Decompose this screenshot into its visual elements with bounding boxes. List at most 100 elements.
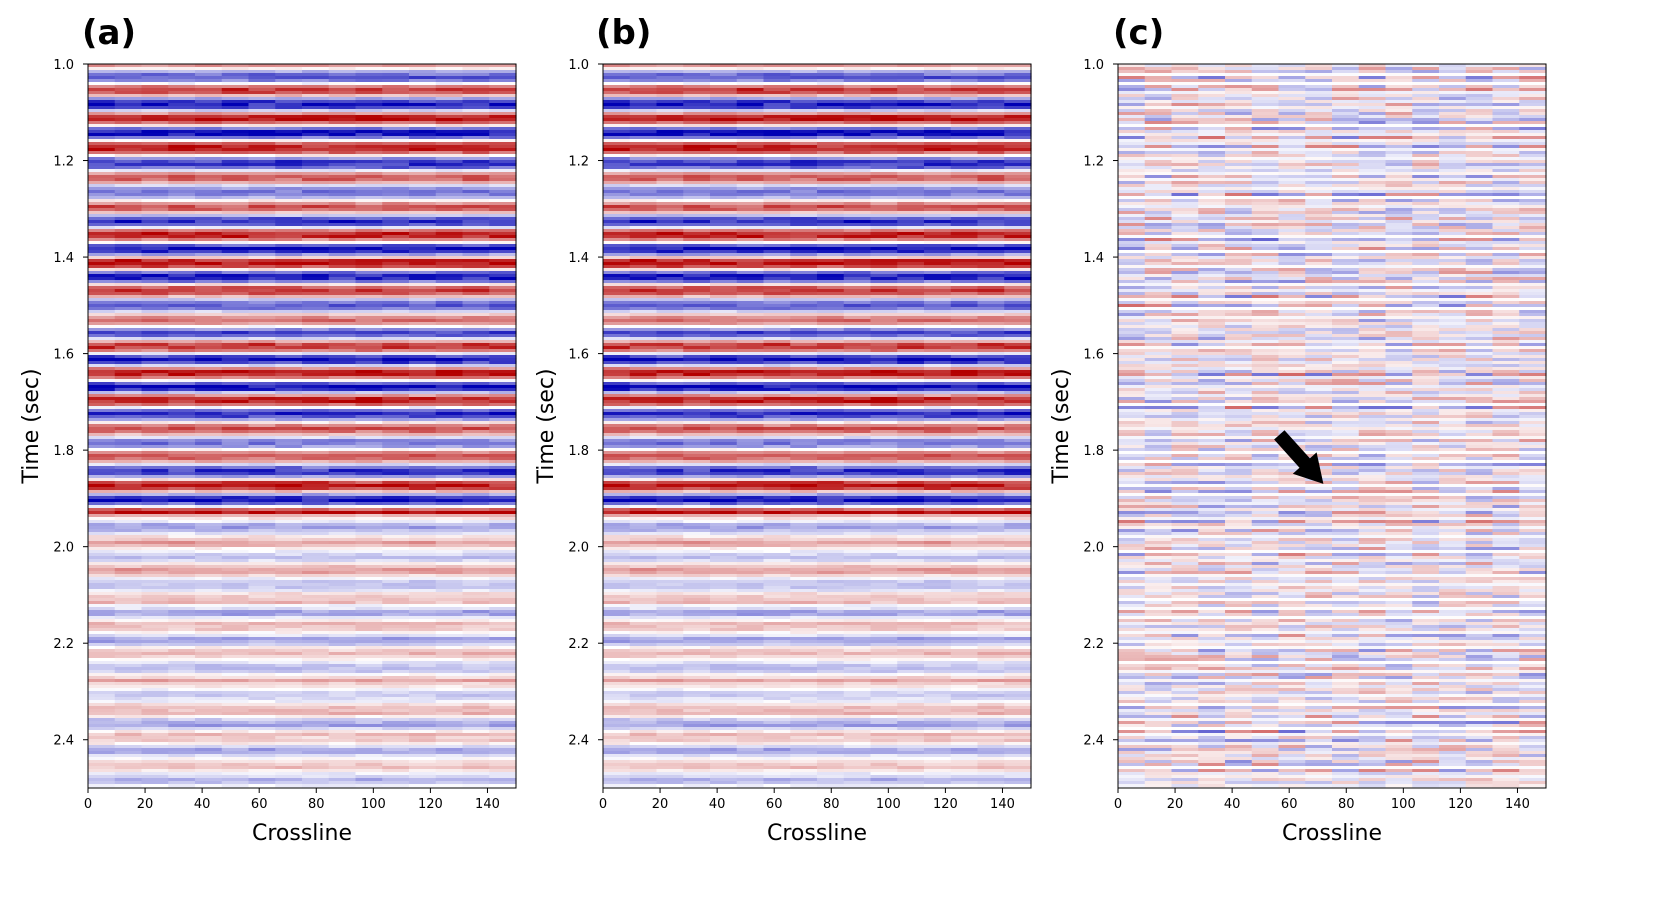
heatmap-cell [275,406,303,410]
heatmap-cell [168,370,196,374]
heatmap-cell [302,220,330,224]
heatmap-cell [790,109,818,113]
heatmap-cell [221,301,250,305]
heatmap-cell [435,196,464,200]
heatmap-cell [141,610,169,614]
heatmap-cell [248,451,276,455]
heatmap-cell [603,166,631,170]
heatmap-cell [221,616,250,620]
heatmap-cell [88,739,116,743]
heatmap-cell [114,562,143,566]
heatmap-cell [710,244,738,248]
heatmap-cell [195,373,223,377]
heatmap-cell [382,154,410,158]
heatmap-cell [248,631,276,635]
heatmap-cell [141,136,169,140]
heatmap-cell [141,589,169,593]
heatmap-cell [195,451,223,455]
heatmap-cell [221,484,250,488]
heatmap-cell [275,487,303,491]
heatmap-cell [897,175,925,179]
heatmap-cell [817,160,845,164]
heatmap-cell [328,466,357,470]
heatmap-cell [382,535,410,539]
heatmap-cell [141,619,169,623]
heatmap-cell [114,511,143,515]
heatmap-cell [302,94,330,98]
heatmap-cell [328,148,357,152]
heatmap-cell [382,208,410,212]
heatmap-cell [435,109,464,113]
heatmap-cell [435,157,464,161]
heatmap-cell [248,286,276,290]
heatmap-cell [141,535,169,539]
heatmap-cell [489,637,517,641]
heatmap-cell [221,304,250,308]
heatmap-cell [248,316,276,320]
heatmap-cell [462,535,490,539]
heatmap-cell [221,631,250,635]
heatmap-cell [302,622,330,626]
heatmap-cell [195,442,223,446]
heatmap-cell [88,643,116,647]
heatmap-cell [168,229,196,233]
heatmap-cell [88,556,116,560]
heatmap-cell [897,199,925,203]
heatmap-cell [924,94,952,98]
heatmap-cell [409,622,437,626]
heatmap-cell [195,454,223,458]
heatmap-cell [195,550,223,554]
heatmap-cell [1004,82,1032,86]
heatmap-cell [736,214,765,218]
heatmap-cell [489,556,517,560]
heatmap-cell [656,91,684,95]
heatmap-cell [977,199,1005,203]
heatmap-cell [409,760,437,764]
heatmap-cell [977,214,1005,218]
heatmap-cell [790,112,818,116]
heatmap-cell [736,217,765,221]
heatmap-cell [328,253,357,257]
heatmap-cell [462,337,490,341]
heatmap-cell [355,340,383,344]
heatmap-cell [1004,160,1032,164]
heatmap-cell [950,205,979,209]
heatmap-cell [168,130,196,134]
heatmap-cell [409,280,437,284]
heatmap-cell [382,727,410,731]
heatmap-cell [141,721,169,725]
heatmap-cell [897,205,925,209]
heatmap-cell [275,358,303,362]
heatmap-cell [629,73,658,77]
heatmap-cell [462,223,490,227]
heatmap-cell [141,328,169,332]
heatmap-cell [435,748,464,752]
heatmap-cell [195,262,223,266]
heatmap-cell [141,301,169,305]
heatmap-cell [168,454,196,458]
heatmap-cell [1004,145,1032,149]
heatmap-cell [168,475,196,479]
heatmap-cell [275,310,303,314]
heatmap-cell [489,259,517,263]
heatmap-cell [603,202,631,206]
heatmap-cell [817,124,845,128]
heatmap-cell [275,694,303,698]
heatmap-cell [817,169,845,173]
heatmap-cell [435,769,464,773]
heatmap-cell [656,244,684,248]
heatmap-cell [355,223,383,227]
heatmap-cell [328,241,357,245]
heatmap-cell [141,592,169,596]
heatmap-cell [88,70,116,74]
heatmap-cell [275,199,303,203]
heatmap-cell [221,619,250,623]
heatmap-cell [489,355,517,359]
heatmap-cell [763,211,791,215]
heatmap-cell [195,718,223,722]
heatmap-cell [489,436,517,440]
heatmap-cell [870,115,898,119]
heatmap-cell [355,178,383,182]
heatmap-cell [489,400,517,404]
heatmap-cell [843,172,872,176]
